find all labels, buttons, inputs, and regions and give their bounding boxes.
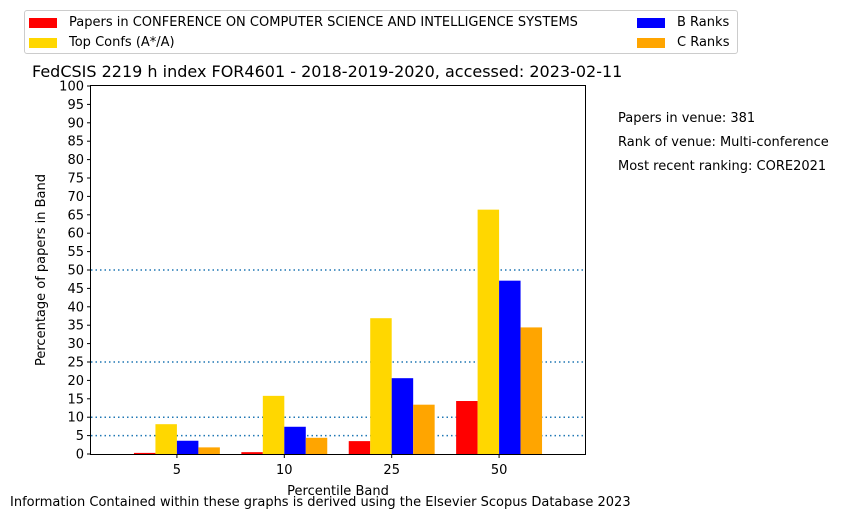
bar-3-50 — [499, 280, 521, 454]
bar-1-25 — [348, 441, 371, 454]
rank-of-venue-note: Rank of venue: Multi-conference — [618, 135, 829, 150]
y-tick-label: 75 — [67, 172, 84, 187]
bar-4-10 — [305, 437, 328, 454]
bar-3-25 — [391, 378, 414, 454]
papers-in-venue-note: Papers in venue: 381 — [618, 111, 756, 126]
legend-item-b-ranks: B Ranks — [637, 15, 729, 30]
legend-label-b-ranks: B Ranks — [677, 15, 730, 30]
bar-1-5 — [133, 452, 156, 454]
x-axis-label: Percentile Band — [287, 484, 389, 499]
plot-frame — [90, 85, 586, 455]
legend-swatch-papers — [29, 17, 57, 28]
x-tick-label: 5 — [173, 463, 181, 478]
most-recent-ranking-note: Most recent ranking: CORE2021 — [618, 159, 827, 174]
y-tick-label: 90 — [67, 116, 84, 131]
bar-1-50 — [456, 401, 478, 454]
legend-item-c-ranks: C Ranks — [637, 35, 729, 50]
y-tick-label: 85 — [67, 135, 84, 150]
y-tick-label: 50 — [67, 264, 84, 279]
bar-2-50 — [477, 209, 500, 454]
y-tick-label: 70 — [67, 190, 84, 205]
y-axis-label: Percentage of papers in Band — [34, 174, 49, 366]
bar-3-10 — [284, 426, 306, 454]
legend-swatch-c-ranks — [637, 37, 665, 48]
y-tick-label: 10 — [67, 411, 84, 426]
y-tick-label: 95 — [67, 98, 84, 113]
x-tick-label: 50 — [491, 463, 508, 478]
y-tick-label: 20 — [67, 374, 84, 389]
chart-legend: Papers in CONFERENCE ON COMPUTER SCIENCE… — [24, 10, 738, 54]
bar-3-5 — [176, 440, 199, 454]
legend-swatch-top-confs — [29, 37, 57, 48]
y-tick-label: 100 — [59, 80, 84, 95]
legend-item-top-confs: Top Confs (A*/A) — [29, 35, 175, 50]
bar-1-10 — [241, 452, 263, 454]
y-tick-label: 65 — [67, 208, 84, 223]
x-tick-label: 25 — [383, 463, 400, 478]
y-tick-label: 0 — [76, 448, 84, 463]
bar-4-5 — [198, 447, 220, 454]
legend-label-papers: Papers in CONFERENCE ON COMPUTER SCIENCE… — [69, 15, 578, 30]
chart-title: FedCSIS 2219 h index FOR4601 - 2018-2019… — [32, 62, 622, 81]
bars-group — [133, 209, 543, 454]
bar-2-10 — [262, 395, 285, 454]
y-tick-label: 60 — [67, 227, 84, 242]
y-tick-label: 15 — [67, 392, 84, 407]
legend-swatch-b-ranks — [637, 17, 665, 28]
y-tick-label: 55 — [67, 245, 84, 260]
bar-4-50 — [520, 327, 543, 454]
legend-label-c-ranks: C Ranks — [677, 35, 730, 50]
legend-label-top-confs: Top Confs (A*/A) — [69, 35, 175, 50]
y-tick-label: 80 — [67, 153, 84, 168]
x-axis-ticks: 5 10 25 50 — [173, 454, 508, 478]
y-axis-ticks: 0 5 10 15 20 25 30 35 40 45 50 55 60 65 70 75 80 85 90 95 10… — [59, 80, 91, 463]
y-tick-label: 5 — [76, 429, 84, 444]
footer-note: Information Contained within these graph… — [10, 495, 631, 510]
y-tick-label: 25 — [67, 356, 84, 371]
y-tick-label: 30 — [67, 337, 84, 352]
bar-2-25 — [370, 318, 392, 454]
legend-item-papers: Papers in CONFERENCE ON COMPUTER SCIENCE… — [29, 15, 578, 30]
bar-4-25 — [413, 404, 435, 454]
x-tick-label: 10 — [276, 463, 293, 478]
y-tick-label: 45 — [67, 282, 84, 297]
bar-2-5 — [155, 424, 177, 454]
y-tick-label: 40 — [67, 300, 84, 315]
y-tick-label: 35 — [67, 319, 84, 334]
